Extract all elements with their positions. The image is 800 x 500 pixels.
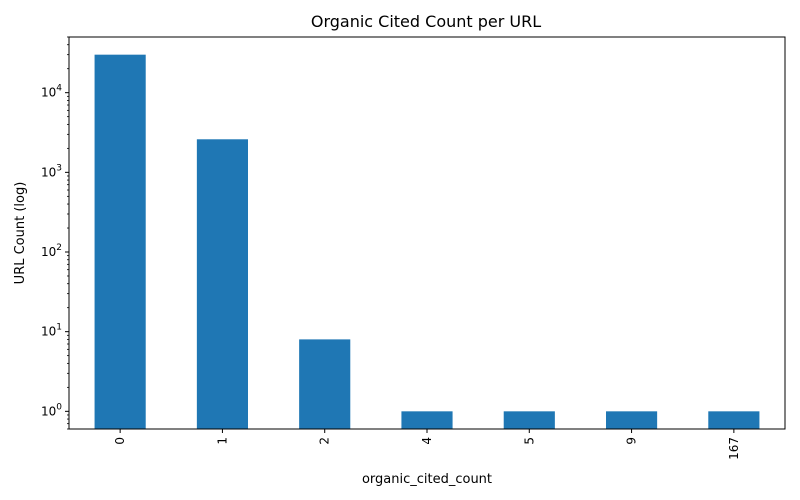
y-tick-label-1: 100 [41, 402, 62, 418]
bar-5 [503, 411, 555, 429]
plot-area-frame [68, 36, 786, 430]
x-tick-label-4: 4 [420, 437, 434, 445]
x-tick-label-9: 9 [625, 437, 639, 445]
bar-0 [94, 54, 146, 429]
x-tick-label-5: 5 [522, 437, 536, 445]
x-tick-label-0: 0 [113, 437, 127, 445]
bar-4 [401, 411, 453, 429]
x-axis-ticks: 0 1 2 4 5 9 167 [113, 429, 741, 460]
bar-9 [606, 411, 658, 429]
x-tick-label-167: 167 [727, 437, 741, 460]
bar-2 [299, 339, 351, 429]
y-axis-ticks: 100 101 102 103 104 [41, 36, 69, 430]
y-axis-label: URL Count (log) [13, 182, 28, 285]
y-tick-label-100: 102 [41, 243, 62, 259]
chart-title: Organic Cited Count per URL [311, 12, 541, 31]
bars-group [94, 54, 760, 429]
y-tick-label-10: 101 [41, 323, 62, 339]
y-tick-label-10000: 104 [41, 84, 62, 100]
bar-1 [196, 139, 248, 429]
x-axis-label: organic_cited_count [362, 472, 492, 487]
y-tick-label-1000: 103 [41, 163, 62, 179]
x-tick-label-1: 1 [215, 437, 229, 445]
x-tick-label-2: 2 [318, 437, 332, 445]
bar-167 [708, 411, 760, 429]
